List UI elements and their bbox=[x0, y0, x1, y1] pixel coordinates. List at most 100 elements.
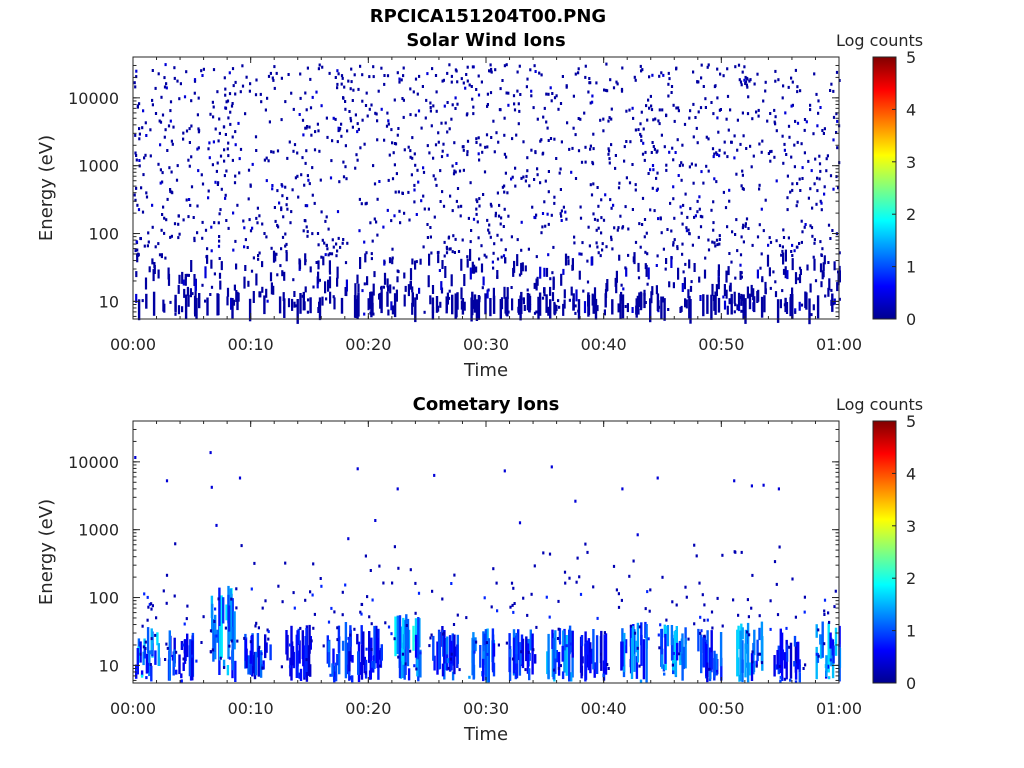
heatmap-cell bbox=[183, 639, 187, 664]
heatmap-cell bbox=[714, 244, 717, 248]
heatmap-cell bbox=[138, 102, 141, 106]
figure-title: RPCICA151204T00.PNG bbox=[369, 6, 607, 27]
heatmap-cell bbox=[349, 119, 353, 123]
heatmap-cell bbox=[538, 292, 542, 316]
heatmap-cell bbox=[597, 226, 600, 230]
heatmap-cell bbox=[589, 642, 592, 658]
heatmap-cell bbox=[317, 67, 320, 71]
heatmap-cell bbox=[224, 93, 227, 97]
heatmap-cell bbox=[456, 292, 459, 310]
heatmap-cell bbox=[762, 99, 765, 103]
heatmap-cell bbox=[605, 245, 608, 249]
heatmap-cell bbox=[303, 183, 306, 187]
heatmap-cell bbox=[489, 91, 493, 95]
heatmap-cell bbox=[769, 159, 772, 163]
heatmap-cell bbox=[391, 247, 394, 251]
heatmap-cell bbox=[360, 625, 363, 645]
heatmap-cell bbox=[651, 73, 654, 77]
heatmap-cell bbox=[525, 636, 528, 662]
heatmap-cell bbox=[149, 663, 152, 666]
colorbar-tick-label: 2 bbox=[906, 569, 916, 588]
heatmap-cell bbox=[456, 613, 459, 617]
heatmap-cell bbox=[160, 255, 163, 259]
heatmap-cell bbox=[543, 200, 546, 204]
heatmap-cell bbox=[785, 153, 788, 156]
heatmap-cell bbox=[193, 91, 196, 95]
heatmap-cell bbox=[577, 71, 580, 75]
heatmap-cell bbox=[703, 618, 706, 622]
heatmap-cell bbox=[431, 285, 435, 294]
heatmap-cell bbox=[377, 89, 380, 93]
heatmap-cell bbox=[320, 210, 323, 214]
heatmap-cell bbox=[775, 179, 778, 183]
heatmap-cell bbox=[671, 146, 674, 150]
heatmap-cell bbox=[463, 274, 466, 286]
heatmap-cell bbox=[630, 637, 634, 679]
heatmap-cell bbox=[680, 305, 683, 312]
heatmap-cell bbox=[780, 632, 784, 679]
heatmap-cell bbox=[685, 299, 688, 309]
heatmap-cell bbox=[667, 82, 670, 86]
heatmap-cell bbox=[506, 296, 509, 317]
heatmap-cell bbox=[344, 622, 348, 679]
heatmap-cell bbox=[796, 121, 800, 125]
heatmap-cell bbox=[169, 119, 172, 123]
heatmap-cell bbox=[773, 560, 777, 564]
heatmap-cell bbox=[154, 86, 157, 90]
heatmap-cell bbox=[502, 254, 506, 258]
heatmap-cell bbox=[281, 600, 284, 604]
heatmap-cell bbox=[774, 115, 777, 119]
heatmap-cell bbox=[282, 292, 285, 302]
heatmap-cell bbox=[378, 180, 381, 183]
heatmap-cell bbox=[652, 168, 655, 172]
heatmap-cell bbox=[738, 302, 741, 312]
heatmap-cell bbox=[379, 292, 382, 309]
heatmap-cell bbox=[144, 647, 147, 650]
heatmap-cell bbox=[234, 660, 237, 682]
heatmap-cell bbox=[255, 78, 258, 82]
heatmap-cell bbox=[815, 624, 818, 638]
heatmap-cell bbox=[298, 672, 301, 679]
heatmap-cell bbox=[226, 296, 229, 306]
heatmap-cell bbox=[391, 305, 394, 315]
heatmap-cell bbox=[572, 126, 575, 130]
heatmap-cell bbox=[146, 595, 149, 599]
heatmap-cell bbox=[403, 619, 406, 680]
heatmap-cell bbox=[693, 622, 696, 626]
heatmap-cell bbox=[309, 297, 312, 314]
heatmap-cell bbox=[503, 469, 506, 473]
heatmap-cell bbox=[168, 166, 171, 170]
heatmap-cell bbox=[394, 616, 397, 657]
heatmap-cell bbox=[386, 208, 389, 212]
heatmap-cell bbox=[336, 654, 339, 666]
heatmap-cell bbox=[144, 277, 148, 290]
heatmap-cell bbox=[352, 88, 355, 92]
heatmap-cell bbox=[214, 607, 217, 611]
heatmap-cell bbox=[280, 183, 283, 187]
heatmap-cell bbox=[699, 631, 702, 635]
heatmap-cell bbox=[530, 94, 533, 98]
heatmap-cell bbox=[280, 76, 283, 80]
heatmap-cell bbox=[750, 606, 753, 610]
heatmap-cell bbox=[461, 145, 464, 149]
heatmap-cell bbox=[782, 236, 786, 239]
heatmap-cell bbox=[516, 254, 519, 267]
heatmap-cell bbox=[455, 162, 458, 165]
heatmap-cell bbox=[157, 242, 160, 246]
heatmap-cell bbox=[306, 230, 309, 234]
heatmap-cell bbox=[411, 302, 414, 315]
heatmap-cell bbox=[831, 229, 834, 232]
heatmap-cell bbox=[742, 134, 745, 138]
heatmap-cell bbox=[734, 65, 737, 69]
heatmap-cell bbox=[584, 75, 587, 79]
heatmap-cell bbox=[263, 158, 266, 162]
heatmap-cell bbox=[592, 296, 595, 314]
heatmap-cell bbox=[507, 214, 510, 218]
heatmap-cell bbox=[638, 625, 641, 629]
heatmap-cell bbox=[507, 91, 510, 95]
heatmap-cell bbox=[442, 78, 445, 82]
heatmap-cell bbox=[599, 118, 602, 122]
heatmap-cell bbox=[396, 276, 399, 283]
heatmap-cell bbox=[266, 628, 269, 632]
